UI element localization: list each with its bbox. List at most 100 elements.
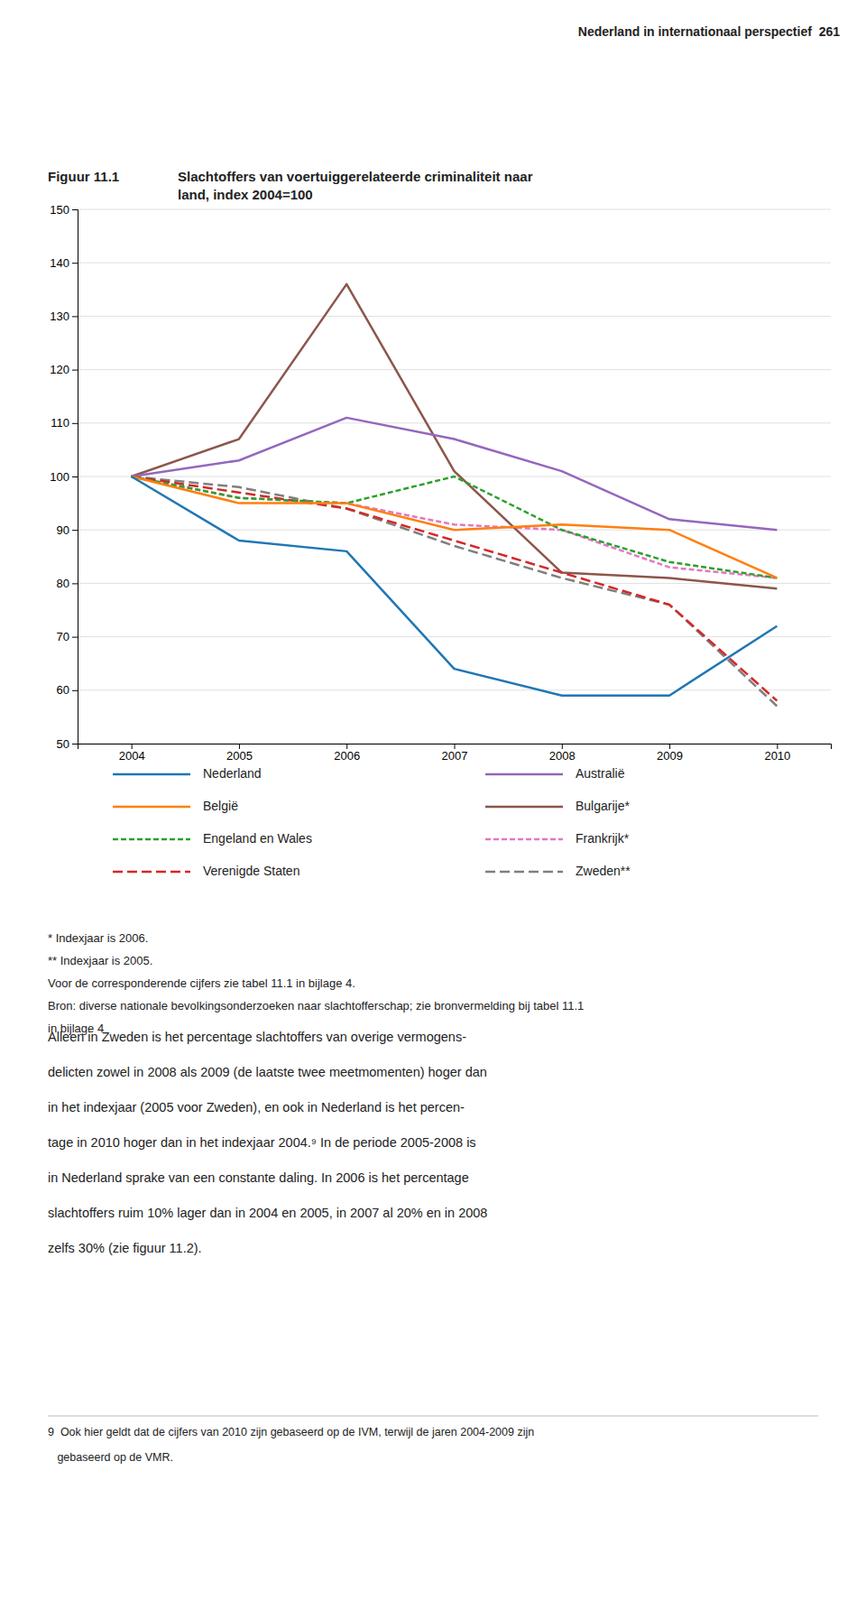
y-tick: 100 [49, 469, 78, 484]
x-tick: 2010 [764, 743, 791, 763]
chart-title: land, index 2004=100 [177, 186, 314, 203]
x-tick-label: 2004 [119, 748, 146, 763]
x-tick: 2005 [226, 743, 253, 763]
footnote: Voor de corresponderende cijfers zie tab… [47, 976, 356, 990]
x-tick-mark [454, 743, 456, 749]
body-text: slachtoffers ruim 10% lager dan in 2004 … [47, 1205, 488, 1220]
legend-item: Frankrijk* [485, 830, 630, 846]
y-tick: 140 [49, 256, 78, 270]
y-tick-label: 110 [50, 415, 70, 430]
grid-line [77, 209, 831, 211]
x-tick-mark [131, 743, 133, 749]
y-tick-label: 60 [56, 682, 70, 697]
y-tick-mark [72, 582, 78, 584]
footer-note: gebaseerd op de VMR. [47, 1450, 174, 1464]
y-tick-label: 90 [56, 523, 70, 537]
y-tick-mark [72, 529, 78, 531]
y-tick-label: 80 [56, 576, 70, 590]
legend-item: Bulgarije* [485, 798, 630, 813]
rule [47, 1415, 819, 1417]
legend-label: België [202, 798, 239, 813]
body-text: in het indexjaar (2005 voor Zweden), en … [47, 1099, 465, 1115]
x-tick: 2008 [549, 743, 576, 763]
figure-label: Figuur 11.1 [47, 168, 120, 185]
x-tick-mark [346, 743, 348, 749]
chart-title: Slachtoffers van voertuiggerelateerde cr… [177, 168, 534, 185]
figure: Nederland in internationaal perspectief … [0, 0, 866, 1600]
legend-swatch [112, 805, 191, 809]
legend-item: Engeland en Wales [112, 830, 313, 846]
x-tick: 2004 [119, 743, 146, 763]
grid-line [77, 315, 831, 317]
y-tick-mark [72, 315, 78, 317]
x-tick-label: 2010 [764, 748, 791, 763]
y-tick-label: 120 [49, 362, 70, 377]
y-tick-label: 150 [49, 202, 70, 217]
footnote: ** Indexjaar is 2005. [47, 953, 153, 968]
series-line [131, 284, 778, 589]
x-tick: 2006 [333, 743, 360, 763]
legend-label: Verenigde Staten [202, 863, 300, 878]
grid-line [77, 422, 831, 424]
legend-swatch [485, 838, 563, 841]
legend-swatch [485, 805, 563, 809]
grid-line [77, 635, 831, 637]
header: Nederland in internationaal perspectief … [578, 24, 840, 39]
y-tick: 50 [56, 737, 78, 751]
body-text: Alleen in Zweden is het percentage slach… [47, 1029, 467, 1044]
y-tick-mark [72, 423, 78, 424]
legend-swatch [112, 870, 191, 874]
y-tick-mark [72, 690, 78, 691]
x-tick-mark [561, 743, 563, 749]
y-tick: 70 [56, 629, 78, 644]
x-tick-label: 2006 [333, 748, 360, 763]
legend-item: Verenigde Staten [112, 863, 300, 878]
body-text: tage in 2010 hoger dan in het indexjaar … [47, 1134, 477, 1150]
y-tick-label: 70 [56, 629, 70, 644]
legend-item: Australië [485, 765, 626, 781]
legend-label: Bulgarije* [575, 798, 630, 813]
grid-line [77, 368, 831, 370]
plot-area [131, 284, 778, 707]
grid-line [77, 689, 831, 691]
y-tick-label: 100 [49, 469, 70, 484]
series-line [131, 476, 778, 578]
x-tick-label: 2009 [656, 748, 683, 763]
body-text: zelfs 30% (zie figuur 11.2). [47, 1240, 203, 1255]
y-tick-mark [72, 369, 78, 371]
series-line [131, 476, 778, 578]
x-tick: 2009 [656, 743, 683, 763]
series-line [131, 476, 778, 707]
x-axis-line [78, 744, 832, 750]
x-tick-mark [669, 743, 671, 749]
body-text: delicten zowel in 2008 als 2009 (de laat… [47, 1064, 488, 1079]
x-axis: 2004200520062007200820092010 [78, 743, 832, 763]
series-line [131, 417, 778, 530]
legend-label: Australië [575, 765, 626, 781]
legend-item: België [112, 798, 239, 813]
legend-label: Engeland en Wales [202, 830, 313, 846]
grid [77, 209, 831, 744]
y-tick: 90 [56, 523, 78, 537]
footer-note: 9 Ook hier geldt dat de cijfers van 2010… [47, 1425, 535, 1438]
y-tick: 150 [49, 202, 78, 217]
x-tick-label: 2005 [226, 748, 253, 763]
y-tick: 60 [56, 682, 78, 697]
y-tick-label: 130 [49, 309, 70, 323]
y-tick-label: 50 [56, 737, 70, 751]
legend-item: Zweden** [485, 863, 631, 878]
body-text: in Nederland sprake van een constante da… [47, 1170, 470, 1185]
y-tick-mark [72, 743, 78, 745]
footnote: Bron: diverse nationale bevolkingsonderz… [47, 998, 584, 1013]
y-tick: 80 [56, 576, 78, 590]
legend: Nederland België Engeland en Wales Verenigd… [112, 765, 631, 878]
series-line [131, 476, 778, 701]
y-tick-mark [72, 209, 78, 211]
grid-line [77, 262, 831, 264]
legend-label: Frankrijk* [575, 830, 630, 846]
y-tick: 130 [49, 309, 78, 323]
legend-label: Nederland [202, 765, 262, 781]
x-tick-label: 2008 [549, 748, 576, 763]
legend-item: Nederland [112, 765, 262, 781]
y-axis: 50 60 70 80 90 100 110 120 130 140 150 [49, 202, 78, 751]
